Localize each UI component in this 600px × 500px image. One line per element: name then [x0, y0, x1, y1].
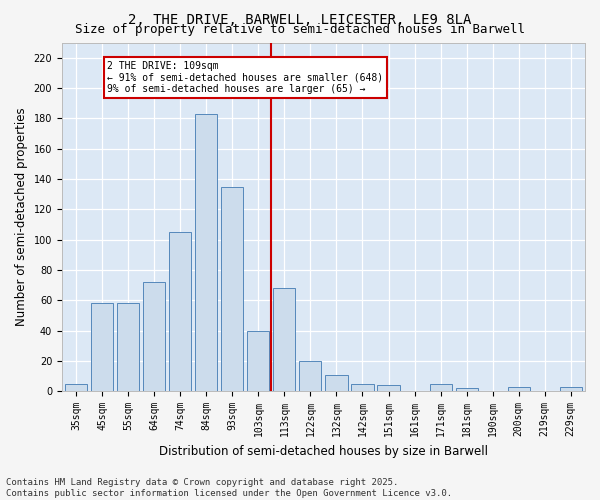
Bar	[560, 386, 582, 391]
Y-axis label: Number of semi-detached properties: Number of semi-detached properties	[15, 108, 28, 326]
Bar	[377, 385, 400, 391]
Text: Size of property relative to semi-detached houses in Barwell: Size of property relative to semi-detach…	[75, 24, 525, 36]
Bar	[91, 304, 113, 391]
Bar	[65, 384, 87, 391]
Bar	[221, 186, 244, 391]
Text: 2, THE DRIVE, BARWELL, LEICESTER, LE9 8LA: 2, THE DRIVE, BARWELL, LEICESTER, LE9 8L…	[128, 12, 472, 26]
Bar	[274, 288, 295, 391]
Bar	[352, 384, 374, 391]
Bar	[195, 114, 217, 391]
Text: 2 THE DRIVE: 109sqm
← 91% of semi-detached houses are smaller (648)
9% of semi-d: 2 THE DRIVE: 109sqm ← 91% of semi-detach…	[107, 60, 383, 94]
Bar	[117, 304, 139, 391]
Bar	[455, 388, 478, 391]
Bar	[508, 386, 530, 391]
Bar	[169, 232, 191, 391]
Bar	[247, 330, 269, 391]
Bar	[430, 384, 452, 391]
Bar	[325, 374, 347, 391]
Bar	[143, 282, 166, 391]
X-axis label: Distribution of semi-detached houses by size in Barwell: Distribution of semi-detached houses by …	[159, 444, 488, 458]
Text: Contains HM Land Registry data © Crown copyright and database right 2025.
Contai: Contains HM Land Registry data © Crown c…	[6, 478, 452, 498]
Bar	[299, 361, 322, 391]
